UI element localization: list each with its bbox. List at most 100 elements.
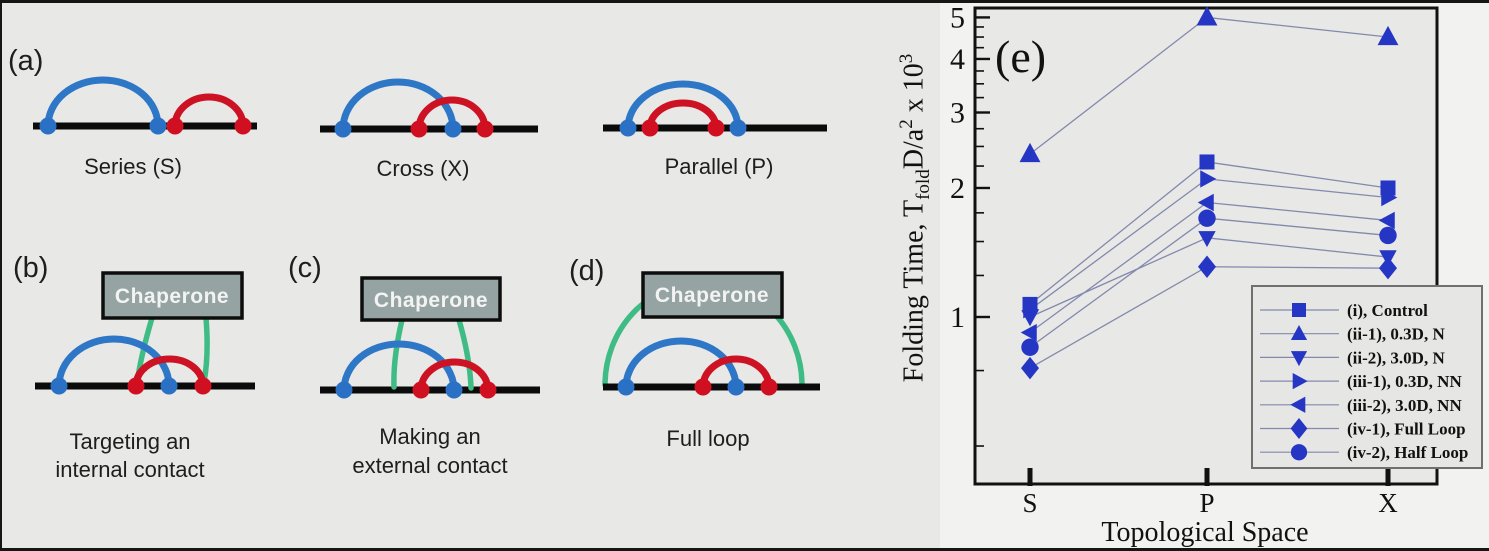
panel-c-caption-line1: Making an xyxy=(379,424,481,449)
contact-dot xyxy=(760,378,778,396)
legend-entry-label: (iii-2), 3.0D, NN xyxy=(1347,396,1462,415)
panel-c-caption-line2: external contact xyxy=(352,453,507,478)
triangle-left-marker xyxy=(1197,193,1214,212)
triangle-right-marker xyxy=(1200,170,1217,188)
red-contact-arc xyxy=(415,96,489,133)
chaperone-box xyxy=(101,271,244,320)
circle-marker xyxy=(1198,209,1216,227)
circle-marker xyxy=(1379,226,1397,245)
legend-square-marker xyxy=(1292,303,1306,317)
panel-b-label: (b) xyxy=(13,252,48,284)
chaperone-link xyxy=(201,315,210,385)
panel-c-label: (c) xyxy=(288,252,322,284)
legend-circle-marker xyxy=(1290,444,1308,461)
topology-diagrams-figure: (a) Series (S) Cross (X) xyxy=(8,45,827,482)
cross-caption: Cross (X) xyxy=(377,156,470,181)
series-diagram: Series (S) xyxy=(33,76,257,179)
legend-triangle-right-marker xyxy=(1292,372,1308,390)
circle-marker xyxy=(1021,338,1039,356)
red-contact-arc xyxy=(171,93,247,130)
contact-dot xyxy=(194,377,212,395)
red-contact-arc xyxy=(132,355,207,390)
contact-dot xyxy=(619,119,637,137)
y-tick-label: 3 xyxy=(950,97,965,130)
y-tick-label: 5 xyxy=(950,1,965,34)
chaperone-label: Chaperone xyxy=(374,289,488,312)
series-caption: Series (S) xyxy=(84,154,182,179)
contact-dot xyxy=(476,120,494,138)
contact-dot xyxy=(444,120,462,138)
triangle-right-marker xyxy=(1023,300,1040,319)
diamond-marker xyxy=(1021,356,1039,380)
blue-contact-arc xyxy=(339,78,457,133)
contact-dot xyxy=(641,119,659,137)
contact-dot xyxy=(445,381,463,399)
chaperone-link xyxy=(456,317,474,391)
legend-entry-label: (iii-1), 0.3D, NN xyxy=(1347,372,1462,391)
triangle-down-marker xyxy=(1198,231,1216,248)
diamond-marker xyxy=(1379,256,1397,280)
x-tick-label: X xyxy=(1378,488,1398,518)
square-marker xyxy=(1199,154,1215,170)
contact-dot xyxy=(410,120,428,138)
contact-dot xyxy=(707,119,725,137)
triangle-up-marker xyxy=(1377,25,1399,46)
triangle-up-marker xyxy=(1196,6,1218,26)
legend-diamond-marker xyxy=(1290,418,1308,439)
panel-b-caption-line1: Targeting an xyxy=(69,429,190,454)
legend-entry-label: (iv-2), Half Loop xyxy=(1347,443,1468,462)
panel-b-caption-line2: internal contact xyxy=(55,457,204,482)
contact-dot xyxy=(412,381,430,399)
contact-dot xyxy=(50,377,68,395)
contact-dot xyxy=(694,378,712,396)
contact-dot xyxy=(166,117,184,135)
blue-contact-arc xyxy=(624,80,742,132)
legend-box xyxy=(1251,285,1483,469)
blue-contact-arc xyxy=(44,76,162,130)
x-tick-label: P xyxy=(1199,488,1214,518)
red-contact-arc xyxy=(646,99,720,132)
y-tick-label: 4 xyxy=(950,43,965,76)
image-border-left xyxy=(0,0,2,551)
triangle-right-marker xyxy=(1381,188,1398,207)
y-tick-label: 1 xyxy=(950,301,965,334)
y-axis-label: Folding Time, TfoldD/a2 x 103 xyxy=(896,53,934,383)
contact-dot xyxy=(160,377,178,395)
contact-dot xyxy=(149,117,167,135)
contact-dot xyxy=(617,378,635,396)
legend-entry-label: (ii-1), 0.3D, N xyxy=(1347,325,1445,344)
legend-triangle-left-marker xyxy=(1290,396,1306,413)
contact-dot xyxy=(39,117,57,135)
contact-dot xyxy=(335,381,353,399)
triangle-left-marker xyxy=(1378,211,1395,230)
contact-dot xyxy=(127,377,145,395)
panel-b: (b) Chaperone Targeting an internal cont… xyxy=(13,252,255,482)
image-border-top xyxy=(0,0,1489,3)
chaperone-label: Chaperone xyxy=(655,284,769,307)
contact-dot xyxy=(729,119,747,137)
panel-d-label: (d) xyxy=(569,255,604,287)
diamond-marker xyxy=(1198,255,1216,278)
panel-e-label: (e) xyxy=(995,31,1046,82)
y-tick-label: 2 xyxy=(950,172,965,205)
panel-c: (c) Chaperone Making an external contact xyxy=(288,252,540,478)
folding-time-chart: 1 2 3 4 5 S P X Topological Space (e) (i), Control… xyxy=(950,1,1483,548)
x-tick-label: S xyxy=(1022,488,1037,518)
contact-dot xyxy=(727,378,745,396)
blue-contact-arc xyxy=(340,340,458,394)
legend-triangle-up-marker xyxy=(1290,325,1308,340)
parallel-diagram: Parallel (P) xyxy=(603,80,827,179)
red-contact-arc xyxy=(417,358,492,394)
panel-d: (d) Chaperone Full loop xyxy=(569,255,820,451)
chaperone-box xyxy=(360,276,502,322)
red-contact-arc xyxy=(699,355,773,391)
blue-contact-arc xyxy=(622,337,740,391)
legend-triangle-down-marker xyxy=(1290,351,1308,367)
chaperone-label: Chaperone xyxy=(115,285,229,308)
cross-diagram: Cross (X) xyxy=(320,78,538,181)
panel-a-label: (a) xyxy=(8,45,43,77)
blue-contact-arc xyxy=(55,335,173,390)
triangle-up-marker xyxy=(1019,142,1041,163)
chaperone-box xyxy=(641,271,784,319)
